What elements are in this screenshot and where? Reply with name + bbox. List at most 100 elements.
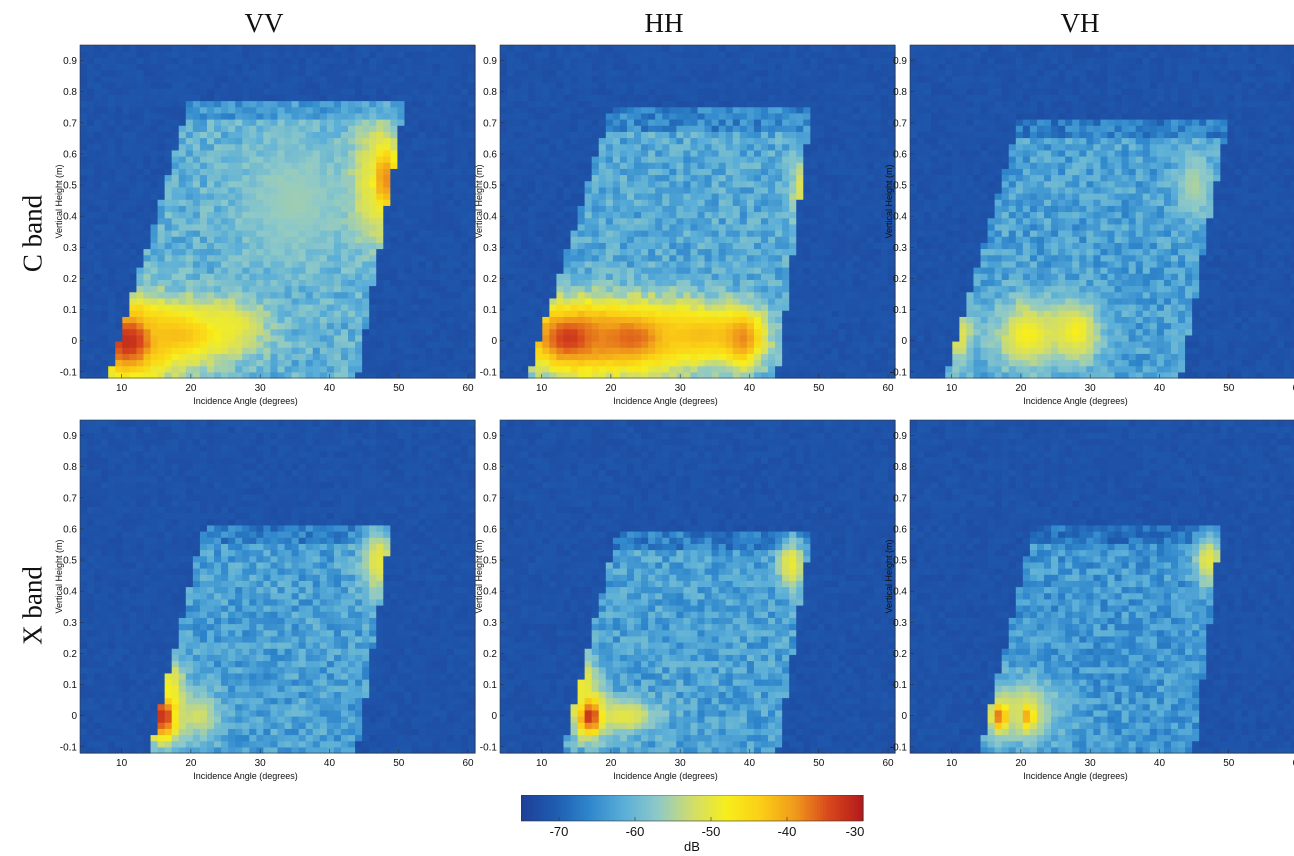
- heatmap-cell: [585, 366, 593, 373]
- heatmap-cell: [122, 64, 130, 71]
- heatmap-cell: [270, 70, 278, 77]
- heatmap-cell: [563, 107, 571, 114]
- heatmap-cell: [172, 316, 180, 323]
- heatmap-cell: [705, 94, 713, 101]
- heatmap-cell: [726, 360, 734, 367]
- heatmap-cell: [683, 94, 691, 101]
- heatmap-cell: [306, 82, 314, 89]
- heatmap-cell: [383, 107, 391, 114]
- heatmap-cell: [690, 304, 698, 311]
- heatmap-cell: [641, 181, 649, 188]
- heatmap-cell: [369, 261, 377, 268]
- heatmap-cell: [129, 199, 137, 206]
- heatmap-cell: [143, 51, 151, 58]
- heatmap-cell: [87, 187, 95, 194]
- heatmap-cell: [214, 119, 222, 126]
- heatmap-cell: [419, 341, 427, 348]
- heatmap-cell: [383, 94, 391, 101]
- heatmap-cell: [151, 323, 159, 330]
- heatmap-cell: [698, 193, 706, 200]
- heatmap-cell: [440, 187, 448, 194]
- heatmap-cell: [683, 131, 691, 138]
- heatmap-cell: [620, 249, 628, 256]
- heatmap-cell: [165, 138, 173, 145]
- heatmap-cell: [151, 261, 159, 268]
- heatmap-cell: [143, 353, 151, 360]
- heatmap-cell: [683, 45, 691, 52]
- heatmap-cell: [556, 360, 564, 367]
- heatmap-cell: [348, 212, 356, 219]
- heatmap-cell: [454, 212, 462, 219]
- heatmap-cell: [733, 156, 741, 163]
- heatmap-cell: [348, 249, 356, 256]
- heatmap-cell: [563, 329, 571, 336]
- heatmap-cell: [108, 181, 116, 188]
- heatmap-cell: [705, 310, 713, 317]
- heatmap-cell: [571, 113, 579, 120]
- heatmap-cell: [521, 45, 529, 52]
- heatmap-cell: [733, 242, 741, 249]
- heatmap-cell: [412, 168, 420, 175]
- heatmap-cell: [676, 119, 684, 126]
- heatmap-cell: [535, 316, 543, 323]
- heatmap-cell: [733, 107, 741, 114]
- heatmap-cell: [179, 45, 187, 52]
- heatmap-cell: [214, 101, 222, 108]
- heatmap-cell: [172, 144, 180, 151]
- heatmap-cell: [461, 88, 469, 95]
- heatmap-cell: [179, 168, 187, 175]
- heatmap-cell: [172, 298, 180, 305]
- heatmap-cell: [235, 94, 243, 101]
- heatmap-cell: [122, 298, 130, 305]
- heatmap-cell: [712, 193, 720, 200]
- heatmap-cell: [528, 353, 536, 360]
- heatmap-cell: [292, 94, 300, 101]
- heatmap-cell: [249, 329, 257, 336]
- heatmap-cell: [129, 193, 137, 200]
- heatmap-cell: [362, 138, 370, 145]
- heatmap-cell: [542, 205, 550, 212]
- heatmap-cell: [376, 279, 384, 286]
- heatmap-cell: [627, 218, 635, 225]
- heatmap-cell: [136, 372, 144, 379]
- heatmap-cell: [620, 273, 628, 280]
- heatmap-cell: [655, 255, 663, 262]
- heatmap-cell: [705, 286, 713, 293]
- heatmap-cell: [592, 156, 600, 163]
- heatmap-cell: [299, 144, 307, 151]
- heatmap-cell: [200, 304, 208, 311]
- heatmap-cell: [341, 347, 349, 354]
- heatmap-cell: [648, 187, 656, 194]
- heatmap-cell: [433, 88, 441, 95]
- heatmap-cell: [256, 255, 264, 262]
- heatmap-cell: [256, 286, 264, 293]
- heatmap-cell: [690, 366, 698, 373]
- heatmap-cell: [698, 273, 706, 280]
- heatmap-cell: [115, 329, 123, 336]
- heatmap-cell: [440, 360, 448, 367]
- heatmap-cell: [320, 304, 328, 311]
- heatmap-cell: [355, 113, 363, 120]
- heatmap-cell: [412, 119, 420, 126]
- heatmap-cell: [306, 329, 314, 336]
- heatmap-cell: [341, 310, 349, 317]
- heatmap-cell: [571, 88, 579, 95]
- heatmap-cell: [299, 255, 307, 262]
- heatmap-cell: [285, 107, 293, 114]
- heatmap-cell: [242, 150, 250, 157]
- heatmap-cell: [115, 70, 123, 77]
- heatmap-cell: [165, 366, 173, 373]
- heatmap-cell: [228, 366, 236, 373]
- heatmap-cell: [242, 218, 250, 225]
- heatmap-cell: [712, 199, 720, 206]
- heatmap-cell: [122, 292, 130, 299]
- heatmap-cell: [507, 286, 515, 293]
- heatmap-cell: [733, 230, 741, 237]
- heatmap-cell: [270, 125, 278, 132]
- heatmap-cell: [542, 242, 550, 249]
- heatmap-cell: [606, 366, 614, 373]
- heatmap-cell: [334, 144, 342, 151]
- heatmap-cell: [256, 292, 264, 299]
- heatmap-cell: [143, 175, 151, 182]
- heatmap-cell: [348, 341, 356, 348]
